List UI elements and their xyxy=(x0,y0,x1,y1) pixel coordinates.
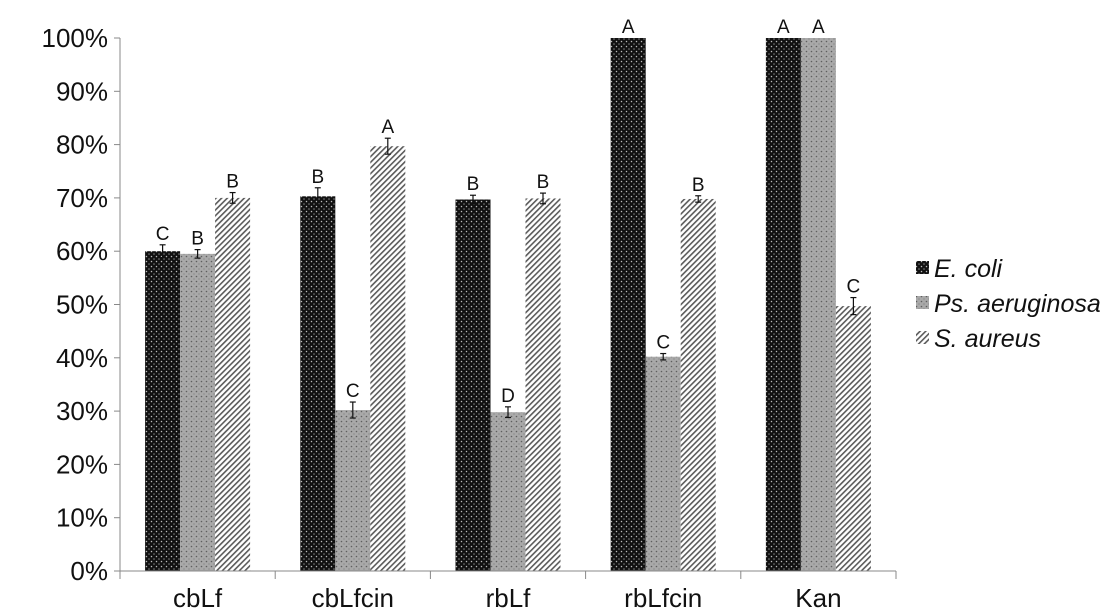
legend-swatch xyxy=(916,261,929,274)
bar xyxy=(455,199,491,571)
bar xyxy=(525,198,561,572)
y-tick-label: 30% xyxy=(56,396,108,426)
y-tick-label: 20% xyxy=(56,449,108,479)
x-tick-label: Kan xyxy=(795,583,841,613)
bar xyxy=(765,38,801,571)
y-tick-label: 70% xyxy=(56,183,108,213)
significance-letter: A xyxy=(381,117,394,138)
legend-swatch xyxy=(916,331,929,344)
y-tick-label: 40% xyxy=(56,343,108,373)
y-tick-label: 90% xyxy=(56,76,108,106)
bar xyxy=(610,38,646,571)
significance-letter: A xyxy=(777,17,790,38)
bar xyxy=(645,356,681,571)
significance-letter: B xyxy=(537,172,550,193)
y-tick-label: 10% xyxy=(56,503,108,533)
bar xyxy=(145,251,181,571)
legend-label: S. aureus xyxy=(934,325,1041,353)
significance-letter: C xyxy=(656,333,670,354)
x-axis: cbLf cbLfcin rbLf rbLfcin Kan xyxy=(119,570,897,613)
y-tick-label: 50% xyxy=(56,290,108,320)
significance-letter: D xyxy=(501,386,515,407)
y-tick-label: 80% xyxy=(56,130,108,160)
bar xyxy=(335,410,371,571)
significance-letter: B xyxy=(226,172,239,193)
significance-letter: B xyxy=(311,167,324,188)
significance-letter: B xyxy=(467,174,480,195)
bar xyxy=(800,38,836,571)
bar xyxy=(180,253,216,572)
legend-label: E. coli xyxy=(934,255,1004,283)
x-tick-label: cbLf xyxy=(173,583,223,613)
legend: E. coli Ps. aeruginosa S. aureus xyxy=(916,255,1101,353)
x-tick-label: rbLfcin xyxy=(624,583,702,613)
significance-letter: B xyxy=(692,175,705,196)
x-tick-label: rbLf xyxy=(486,583,532,613)
significance-letter: C xyxy=(156,224,170,245)
bar xyxy=(490,412,526,571)
legend-label: Ps. aeruginosa xyxy=(934,290,1101,318)
x-tick-label: cbLfcin xyxy=(312,583,394,613)
bar xyxy=(835,306,871,571)
bar xyxy=(370,146,406,571)
y-tick-label: 60% xyxy=(56,236,108,266)
y-tick-label: 0% xyxy=(70,556,108,586)
legend-swatch xyxy=(916,296,929,309)
significance-letter: B xyxy=(191,229,204,250)
significance-letter: C xyxy=(346,381,360,402)
y-tick-label: 100% xyxy=(42,23,109,53)
bar xyxy=(215,197,251,571)
y-axis: 0% 10% 20% 30% 40% 50% 60% 70% 80% 90% 100% xyxy=(42,23,121,586)
significance-letter: C xyxy=(847,277,861,298)
significance-letter: A xyxy=(622,17,635,38)
significance-letter: A xyxy=(812,17,825,38)
bar xyxy=(680,198,716,571)
bar xyxy=(300,196,336,571)
